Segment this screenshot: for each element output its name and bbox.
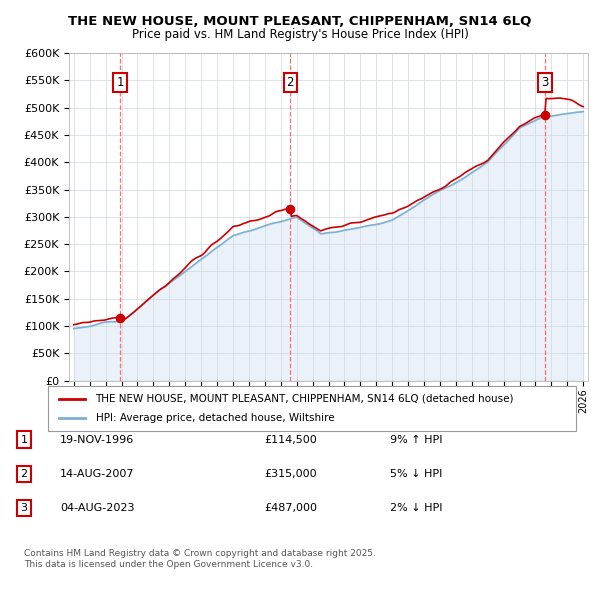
Text: THE NEW HOUSE, MOUNT PLEASANT, CHIPPENHAM, SN14 6LQ (detached house): THE NEW HOUSE, MOUNT PLEASANT, CHIPPENHA… [95,394,514,404]
Text: 2% ↓ HPI: 2% ↓ HPI [390,503,443,513]
Text: 04-AUG-2023: 04-AUG-2023 [60,503,134,513]
Text: 19-NOV-1996: 19-NOV-1996 [60,435,134,444]
Text: This data is licensed under the Open Government Licence v3.0.: This data is licensed under the Open Gov… [24,560,313,569]
Point [286,204,295,214]
Text: £487,000: £487,000 [264,503,317,513]
Text: 1: 1 [20,435,28,444]
Text: 3: 3 [20,503,28,513]
Text: THE NEW HOUSE, MOUNT PLEASANT, CHIPPENHAM, SN14 6LQ: THE NEW HOUSE, MOUNT PLEASANT, CHIPPENHA… [68,15,532,28]
Point [115,313,125,323]
Text: £315,000: £315,000 [264,469,317,478]
Text: 2: 2 [287,76,294,89]
Text: 9% ↑ HPI: 9% ↑ HPI [390,435,443,444]
FancyBboxPatch shape [48,386,576,431]
Text: 5% ↓ HPI: 5% ↓ HPI [390,469,442,478]
Text: Price paid vs. HM Land Registry's House Price Index (HPI): Price paid vs. HM Land Registry's House … [131,28,469,41]
Text: HPI: Average price, detached house, Wiltshire: HPI: Average price, detached house, Wilt… [95,414,334,423]
Text: Contains HM Land Registry data © Crown copyright and database right 2025.: Contains HM Land Registry data © Crown c… [24,549,376,558]
Text: 14-AUG-2007: 14-AUG-2007 [60,469,134,478]
Text: 3: 3 [541,76,549,89]
Point [540,110,550,120]
Text: 2: 2 [20,469,28,478]
Text: 1: 1 [116,76,124,89]
Text: £114,500: £114,500 [264,435,317,444]
